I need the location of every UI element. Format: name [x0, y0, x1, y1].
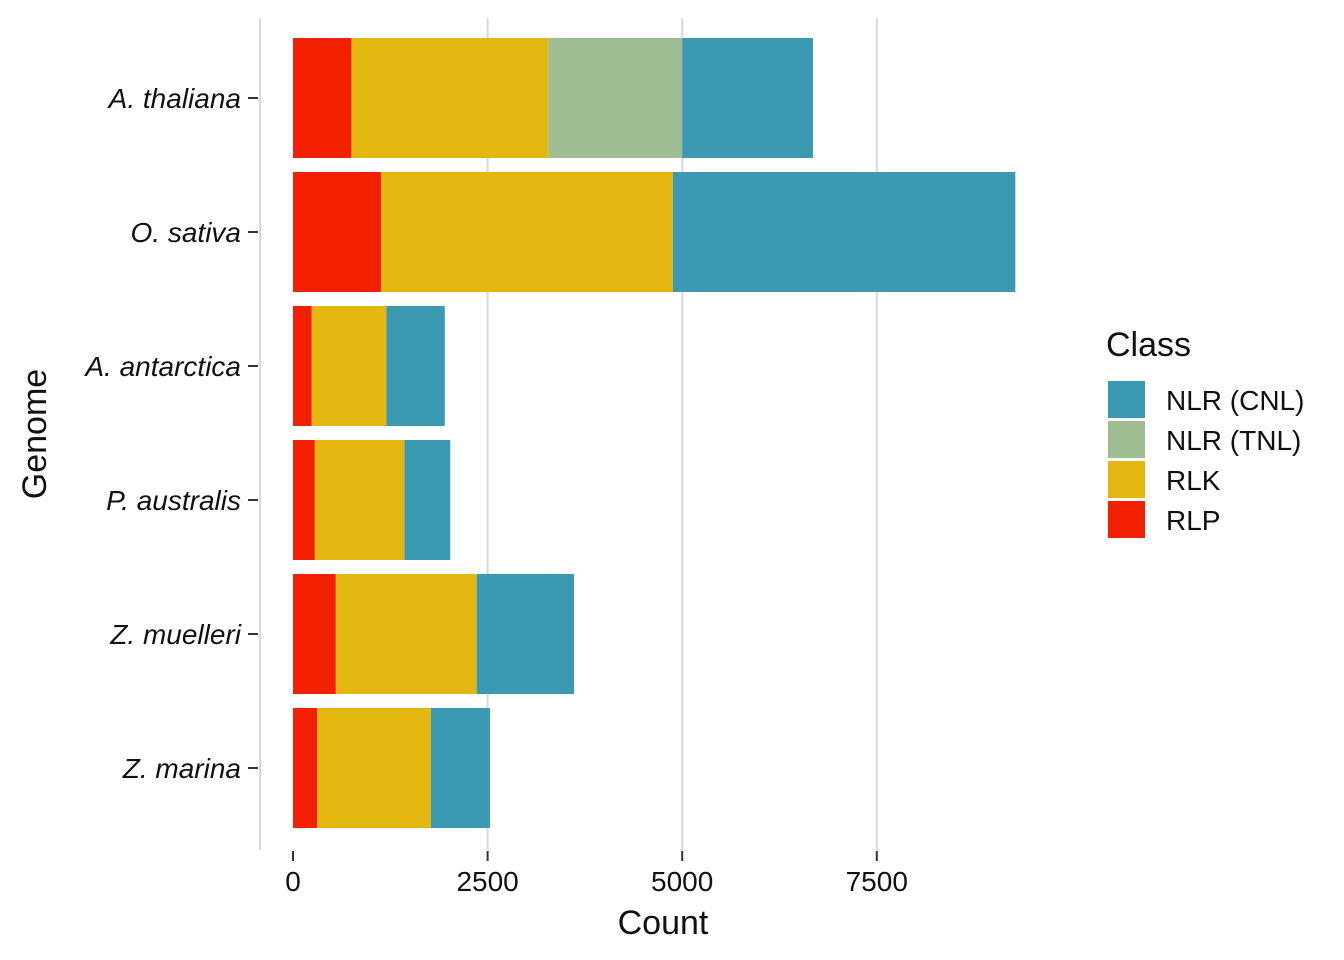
bar-segment — [293, 172, 381, 292]
y-tick-label: Z. muelleri — [109, 619, 241, 650]
bar-segment — [380, 172, 673, 292]
bar-segment — [293, 708, 318, 828]
x-tick-label: 2500 — [456, 866, 518, 897]
y-axis-title: Genome — [16, 369, 54, 499]
bar-segment — [314, 440, 405, 560]
x-tick-label: 5000 — [651, 866, 713, 897]
y-tick-label: Z. marina — [122, 753, 241, 784]
bar-segment — [293, 38, 352, 158]
y-tick-label: A. antarctica — [83, 351, 241, 382]
bar-segment — [682, 38, 813, 158]
y-axis-ticks: A. thaliana O. sativa A. antarctica P. aust… — [83, 83, 258, 784]
bar-segment — [317, 708, 431, 828]
legend-label: RLP — [1166, 505, 1220, 536]
bar-segment — [335, 574, 477, 694]
legend-items: NLR (CNL) NLR (TNL) RLK RLP — [1108, 381, 1304, 538]
x-axis-title: Count — [618, 904, 709, 942]
legend-swatch — [1108, 501, 1145, 538]
bar-segment — [672, 172, 1016, 292]
y-tick-label: O. sativa — [131, 217, 241, 248]
x-tick-label: 0 — [285, 866, 301, 897]
bar-segment — [548, 38, 683, 158]
legend-swatch — [1108, 381, 1145, 418]
bar-segment — [311, 306, 387, 426]
legend-swatch — [1108, 421, 1145, 458]
y-tick-label: A. thaliana — [107, 83, 241, 114]
legend-label: RLK — [1166, 465, 1221, 496]
bar-segment — [476, 574, 574, 694]
bar-segment — [293, 440, 315, 560]
x-axis-ticks: 0 2500 5000 7500 — [285, 851, 908, 897]
legend-label: NLR (TNL) — [1166, 425, 1301, 456]
bar-segment — [293, 574, 336, 694]
legend-swatch — [1108, 461, 1145, 498]
bars-layer — [293, 38, 1016, 828]
bar-segment — [386, 306, 445, 426]
bar-segment — [351, 38, 549, 158]
bar-segment — [293, 306, 312, 426]
legend-title: Class — [1106, 326, 1191, 364]
bar-segment — [404, 440, 451, 560]
x-tick-label: 7500 — [846, 866, 908, 897]
bar-segment — [430, 708, 490, 828]
y-tick-label: P. australis — [106, 485, 241, 516]
legend-label: NLR (CNL) — [1166, 385, 1304, 416]
legend: Class NLR (CNL) NLR (TNL) RLK RLP — [1106, 326, 1304, 538]
